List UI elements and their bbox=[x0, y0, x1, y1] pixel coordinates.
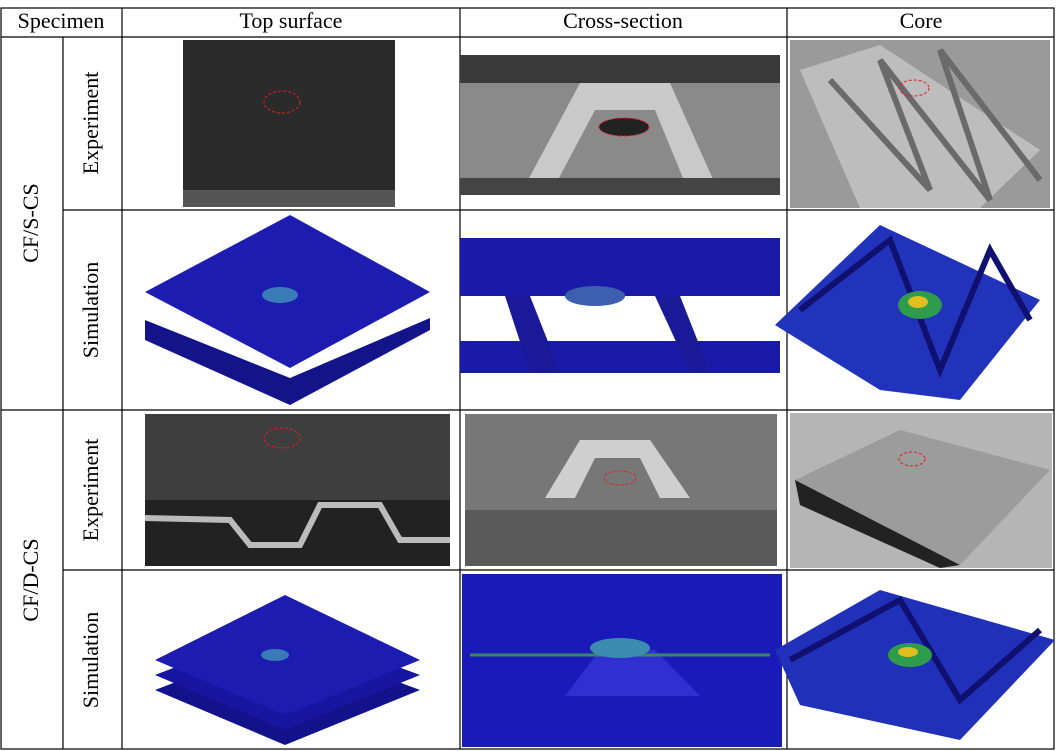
table-figure: Specimen Top surface Cross-section Core … bbox=[0, 0, 1059, 751]
header-cell: Cross-section bbox=[563, 8, 683, 33]
mode-label: Simulation bbox=[78, 262, 103, 359]
simulation-cross-section bbox=[462, 574, 782, 747]
simulation-top-surface bbox=[145, 215, 430, 405]
photo-top-surface bbox=[183, 40, 395, 207]
photo-top-surface bbox=[145, 414, 450, 566]
page: Specimen Top surface Cross-section Core … bbox=[0, 0, 1059, 751]
simulation-core bbox=[775, 225, 1040, 400]
header-cell: Core bbox=[900, 8, 943, 33]
photo-cross-section bbox=[460, 55, 780, 195]
simulation-cross-section bbox=[460, 238, 780, 373]
specimen-label: CF/S-CS bbox=[18, 183, 43, 263]
mode-label: Experiment bbox=[78, 439, 103, 542]
specimen-label: CF/D-CS bbox=[18, 538, 43, 621]
header-cell: Top surface bbox=[240, 8, 343, 33]
mode-label: Simulation bbox=[78, 612, 103, 709]
simulation-top-surface bbox=[155, 595, 420, 745]
photo-cross-section bbox=[465, 414, 777, 566]
header-cell: Specimen bbox=[18, 8, 105, 33]
mode-label: Experiment bbox=[78, 72, 103, 175]
photo-core bbox=[790, 413, 1052, 568]
photo-core bbox=[790, 40, 1050, 208]
simulation-core bbox=[775, 590, 1055, 740]
